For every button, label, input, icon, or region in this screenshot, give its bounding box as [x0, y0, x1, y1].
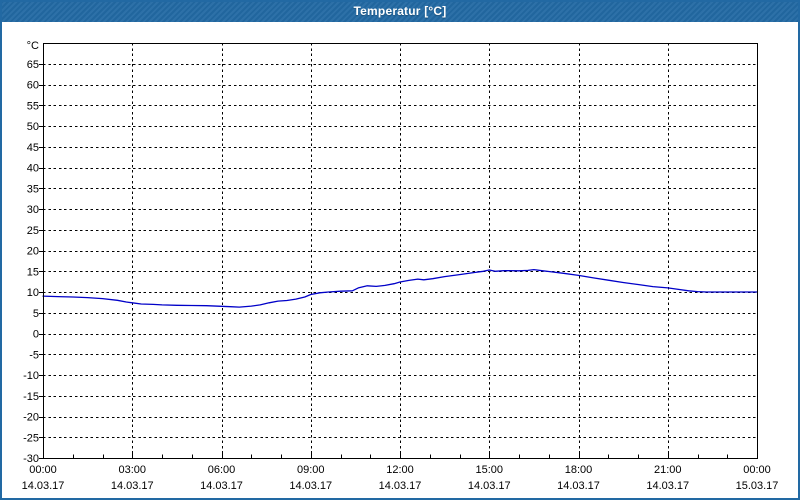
y-tick-label: 15: [27, 266, 39, 278]
y-tick-label: 50: [27, 121, 39, 133]
plot-border: [43, 43, 758, 459]
x-axis-labels: 00:00 14.03.17 03:00 14.03.17 06:00 14.03.17 0…: [22, 464, 779, 492]
x-tick-time-label: 12:00: [386, 464, 414, 476]
x-tick-time-label: 03:00: [118, 464, 146, 476]
y-tick-label: 30: [27, 204, 39, 216]
y-tick-label: -25: [23, 432, 39, 444]
x-tick-time-label: 00:00: [29, 464, 57, 476]
title-bar: Temperatur [°C]: [0, 0, 800, 22]
x-tick-time-label: 21:00: [654, 464, 682, 476]
y-tick-label: 35: [27, 183, 39, 195]
y-tick-label: 25: [27, 225, 39, 237]
y-tick-label: -30: [23, 453, 39, 465]
y-tick-label: 5: [33, 308, 39, 320]
x-tick-time-label: 18:00: [565, 464, 593, 476]
y-tick-label: -15: [23, 391, 39, 403]
x-tick-date-label: 14.03.17: [289, 480, 332, 492]
x-tick-date-label: 15.03.17: [736, 480, 779, 492]
y-tick-label: 0: [33, 329, 39, 341]
x-tick-date-label: 14.03.17: [22, 480, 65, 492]
x-tick-time-label: 06:00: [208, 464, 236, 476]
y-tick-label: 60: [27, 80, 39, 92]
grid-lines: [43, 43, 757, 458]
y-axis-labels: °C65605550454035302520151050-5-10-15-20-…: [23, 40, 39, 465]
window-title: Temperatur [°C]: [353, 4, 447, 18]
axis-ticks: [39, 64, 758, 459]
x-tick-date-label: 14.03.17: [646, 480, 689, 492]
y-tick-label: 10: [27, 287, 39, 299]
x-tick-date-label: 14.03.17: [468, 480, 511, 492]
x-tick-time-label: 09:00: [297, 464, 325, 476]
y-tick-label: -20: [23, 412, 39, 424]
x-tick-date-label: 14.03.17: [111, 480, 154, 492]
x-tick-time-label: 00:00: [743, 464, 771, 476]
x-tick-time-label: 15:00: [475, 464, 503, 476]
y-tick-label: -5: [29, 349, 39, 361]
y-axis-unit-label: °C: [27, 40, 39, 52]
temperature-line: [42, 268, 758, 308]
x-tick-date-label: 14.03.17: [200, 480, 243, 492]
y-tick-label: -10: [23, 370, 39, 382]
y-tick-label: 45: [27, 142, 39, 154]
y-tick-label: 40: [27, 163, 39, 175]
y-tick-label: 20: [27, 246, 39, 258]
x-tick-date-label: 14.03.17: [557, 480, 600, 492]
y-tick-label: 55: [27, 100, 39, 112]
x-tick-date-label: 14.03.17: [379, 480, 422, 492]
y-tick-label: 65: [27, 59, 39, 71]
